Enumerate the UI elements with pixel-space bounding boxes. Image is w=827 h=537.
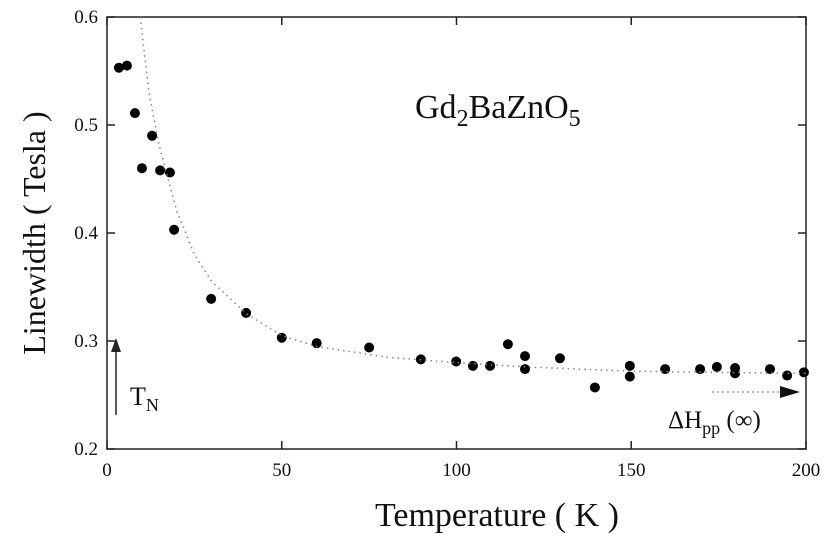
y-tick-label: 0.5 (74, 115, 98, 136)
data-point (782, 370, 793, 381)
x-tick-label: 0 (102, 460, 112, 481)
x-axis-title: Temperature ( K ) (375, 497, 619, 534)
data-point (624, 371, 635, 382)
x-tick-label: 100 (442, 460, 471, 481)
data-point (589, 382, 600, 393)
y-axis-title: Linewidth ( Tesla ) (16, 111, 52, 354)
data-point (169, 224, 180, 235)
data-point (520, 351, 531, 362)
tn-label: TN (130, 382, 159, 415)
annotation-part: T (130, 382, 146, 411)
annotation-part: ΔH (668, 407, 702, 434)
data-point (164, 167, 175, 178)
data-point (311, 338, 322, 349)
annotation-part: (∞) (720, 407, 761, 434)
inf-arrowhead (780, 386, 800, 398)
x-tick-label: 150 (617, 460, 646, 481)
fit-curve (139, 16, 807, 375)
y-tick-label: 0.3 (74, 331, 98, 352)
chart-title: Gd2BaZnO5 (415, 89, 581, 132)
data-point (660, 364, 671, 375)
data-point (467, 360, 478, 371)
data-point (695, 364, 706, 375)
data-point (129, 108, 140, 119)
data-point (624, 360, 635, 371)
data-point (451, 356, 462, 367)
title-part: BaZnO (469, 89, 569, 126)
title-part: Gd (415, 89, 457, 126)
title-sub: 5 (569, 106, 581, 132)
data-point (554, 353, 565, 364)
data-point (520, 364, 531, 375)
data-point (147, 130, 158, 141)
inf-label: ΔHpp (∞) (668, 407, 761, 438)
data-point (206, 293, 217, 304)
data-point (113, 62, 124, 73)
data-point (136, 163, 147, 174)
data-point (765, 364, 776, 375)
data-point (276, 332, 287, 343)
annotation-sub: pp (702, 418, 720, 438)
x-tick-label: 200 (792, 460, 821, 481)
y-tick-label: 0.2 (74, 439, 98, 460)
data-point (730, 368, 741, 379)
data-point (364, 342, 375, 353)
x-tick-label: 50 (272, 460, 291, 481)
data-point (798, 367, 809, 378)
data-point (502, 339, 513, 350)
data-point (241, 307, 252, 318)
tn-arrowhead (111, 338, 121, 352)
y-tick-label: 0.6 (74, 7, 98, 28)
data-point (485, 360, 496, 371)
data-point (711, 361, 722, 372)
data-point (155, 165, 166, 176)
y-tick-label: 0.4 (74, 223, 98, 244)
annotation-sub: N (146, 395, 159, 415)
data-point (121, 60, 132, 71)
plot-frame (106, 16, 807, 450)
title-sub: 2 (457, 106, 469, 132)
